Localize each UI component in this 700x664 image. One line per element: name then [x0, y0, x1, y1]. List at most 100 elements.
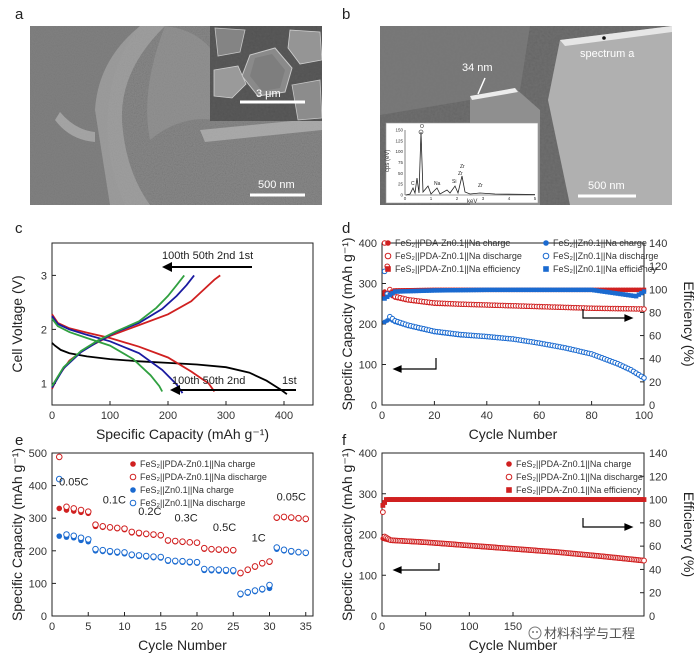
- data-point: [539, 287, 545, 293]
- eds-ylabel: cps (eV): [385, 150, 391, 172]
- data-point: [251, 563, 259, 570]
- data-point: [421, 288, 427, 293]
- arrow-d-cap: [392, 358, 437, 373]
- y-tick-label: 200: [359, 530, 377, 542]
- data-point: [130, 461, 136, 467]
- scale-label-a: 500 nm: [258, 179, 295, 191]
- data-point: [135, 552, 143, 559]
- data-point: [157, 531, 165, 539]
- data-point: [280, 513, 288, 521]
- y-tick-label: 500: [29, 448, 47, 460]
- rate-label: 0.2C: [138, 506, 161, 518]
- annot-c-top: 100th 50th 2nd 1st: [162, 250, 253, 262]
- data-point: [586, 287, 592, 293]
- data-point: [639, 290, 644, 296]
- data-point: [543, 240, 549, 246]
- data-point: [55, 475, 63, 483]
- data-point: [547, 287, 552, 293]
- data-point: [500, 287, 505, 293]
- data-point: [222, 566, 230, 574]
- x-tick-label: 100: [101, 410, 119, 422]
- chart-e: 0 5 10 15 20 25 30 35 0 100 200 300 400 500 Cycle Numb…: [9, 448, 314, 653]
- y-tick-label: 400: [29, 481, 47, 493]
- data-point: [229, 546, 237, 554]
- data-point: [612, 287, 618, 293]
- eds-peak-zr1: Zr: [460, 164, 465, 170]
- legend-entry: FeS₂||Zn0.1||Na discharge: [542, 251, 658, 261]
- data-point: [445, 288, 450, 293]
- data-point: [633, 294, 639, 299]
- data-point: [84, 536, 92, 543]
- y2-axis-title: Efficiency (%): [681, 492, 697, 577]
- data-point: [382, 500, 388, 505]
- y2-tick-label: 20: [649, 377, 661, 389]
- x-tick-label: 400: [275, 410, 293, 422]
- data-point: [636, 287, 641, 293]
- legend-entry: FeS₂||PDA-Zn0.1||Na discharge: [129, 472, 267, 482]
- rate-label: 0.1C: [103, 495, 126, 507]
- panel-letter-d: d: [342, 220, 350, 237]
- data-point: [523, 287, 529, 293]
- data-point: [84, 508, 92, 515]
- data-point: [521, 287, 526, 293]
- panel-letter-f: f: [342, 432, 347, 449]
- thickness-arrow: [477, 77, 486, 95]
- data-point: [113, 524, 121, 532]
- x-tick-label: 35: [300, 621, 312, 633]
- eds-peak-si: Si: [452, 179, 456, 185]
- data-point: [518, 287, 524, 293]
- data-point: [479, 287, 484, 293]
- data-point: [63, 503, 70, 511]
- data-point: [534, 287, 539, 293]
- arrow-f-cap: [392, 563, 440, 574]
- y-tick-label: 2: [41, 324, 47, 336]
- data-point: [229, 567, 237, 574]
- data-point: [395, 289, 400, 294]
- data-point: [605, 289, 610, 295]
- eds-spectrum-line: [405, 131, 536, 196]
- x-axis-title: Specific Capacity (mAh g⁻¹): [96, 426, 269, 442]
- data-point: [481, 287, 487, 293]
- data-point: [382, 292, 387, 298]
- data-point: [537, 287, 542, 293]
- x-tick-label: 150: [504, 621, 522, 633]
- curve-discharge: [51, 315, 184, 394]
- eds-ytick-label: 50: [398, 171, 404, 176]
- panel-letter-e: e: [15, 432, 23, 449]
- data-point: [505, 287, 510, 293]
- x-axis-title: Cycle Number: [469, 637, 558, 653]
- y2-tick-label: 80: [649, 518, 661, 530]
- data-point: [387, 290, 393, 295]
- y-axis-title: Specific Capacity (mAh g⁻¹): [339, 448, 355, 621]
- eds-xtick-label: 3: [482, 196, 485, 201]
- legend-label: FeS₂||PDA-Zn0.1||Na charge: [140, 459, 255, 469]
- data-point: [458, 287, 463, 293]
- spectrum-point-marker: [602, 36, 606, 40]
- data-point: [531, 287, 537, 293]
- data-point: [280, 546, 288, 554]
- legend-label: FeS₂||PDA-Zn0.1||Na charge: [395, 238, 510, 248]
- data-point: [382, 296, 387, 301]
- data-point: [419, 288, 424, 294]
- x-tick-label: 100: [635, 410, 653, 422]
- data-point: [631, 287, 636, 293]
- data-point: [411, 288, 416, 294]
- data-point: [92, 521, 99, 529]
- data-point: [150, 553, 157, 560]
- data-point: [295, 548, 302, 556]
- y-tick-label: 300: [29, 513, 47, 525]
- legend-entry: FeS₂||PDA-Zn0.1||Na discharge: [505, 472, 643, 482]
- sem-image-a: 3 μm 500 nm: [30, 26, 322, 205]
- data-point: [380, 502, 386, 508]
- data-point: [492, 287, 497, 293]
- legend-label: FeS₂||PDA-Zn0.1||Na discharge: [516, 472, 643, 482]
- data-point: [171, 537, 179, 545]
- data-point: [618, 287, 623, 293]
- legend-label: FeS₂||PDA-Zn0.1||Na efficiency: [395, 264, 521, 274]
- curve-discharge: [51, 313, 216, 393]
- legend-entry: FeS₂||PDA-Zn0.1||Na efficiency: [385, 264, 521, 274]
- data-point: [186, 539, 194, 546]
- data-point: [251, 587, 259, 594]
- legend-entry: FeS₂||PDA-Zn0.1||Na charge: [506, 459, 631, 469]
